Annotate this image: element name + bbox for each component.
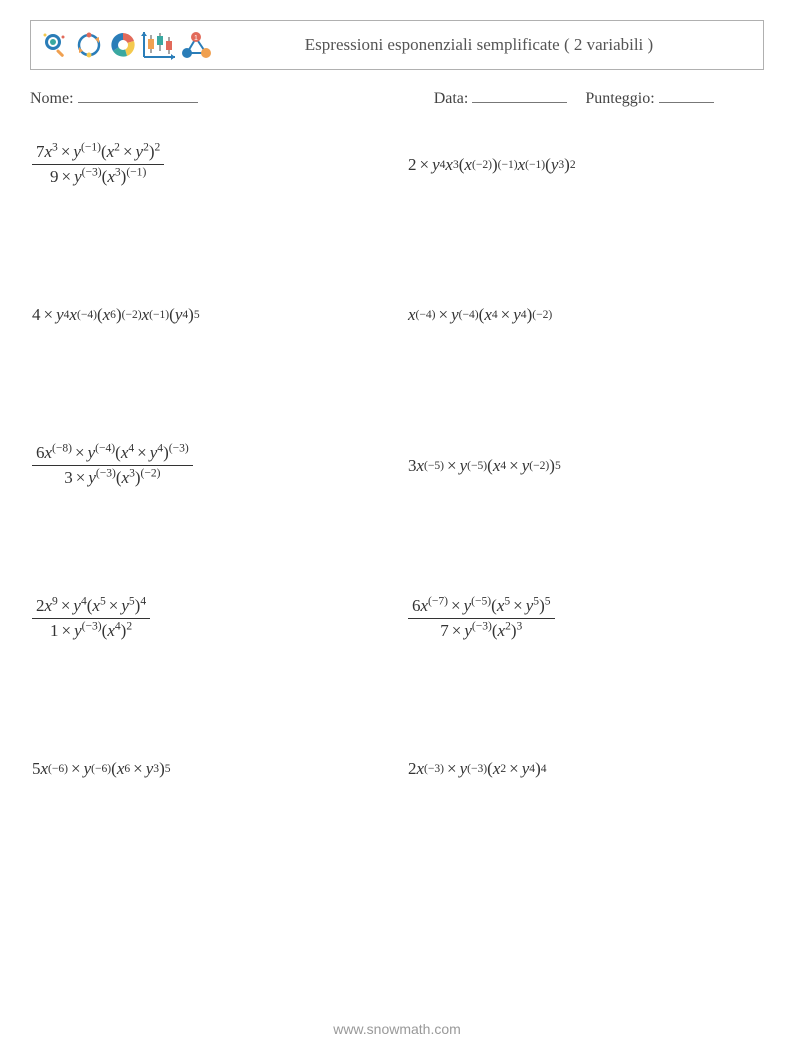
problem-7: 2x9×y4(x5×y5)41×y(−3)(x4)2 bbox=[32, 596, 388, 641]
network-icon: 1 bbox=[179, 29, 213, 61]
problem-1: 7x3×y(−1)(x2×y2)29×y(−3)(x3)(−1) bbox=[32, 142, 388, 187]
problem-4: x(−4)×y(−4)(x4×y4)(−2) bbox=[408, 295, 764, 335]
problem-3: 4×y4x(−4)(x6)(−2)x(−1)(y4)5 bbox=[32, 295, 388, 335]
worksheet-title: Espressioni esponenziali semplificate ( … bbox=[213, 34, 755, 55]
problems-grid: 7x3×y(−1)(x2×y2)29×y(−3)(x3)(−1) 2×y4x3(x… bbox=[30, 138, 764, 789]
candlestick-icon bbox=[141, 29, 177, 61]
score-blank[interactable] bbox=[659, 88, 714, 103]
problem-5: 6x(−8)×y(−4)(x4×y4)(−3)3×y(−3)(x3)(−2) bbox=[32, 443, 388, 488]
footer-url: www.snowmath.com bbox=[0, 1021, 794, 1037]
donut-chart-icon bbox=[107, 29, 139, 61]
worksheet-header: 1 Espressioni esponenziali semplificate … bbox=[30, 20, 764, 70]
name-blank[interactable] bbox=[78, 88, 198, 103]
problem-10: 2x(−3)×y(−3)(x2×y4)4 bbox=[408, 749, 764, 789]
svg-text:1: 1 bbox=[194, 35, 198, 42]
date-label: Data: bbox=[434, 90, 469, 107]
problem-8: 6x(−7)×y(−5)(x5×y5)57×y(−3)(x2)3 bbox=[408, 596, 764, 641]
score-label: Punteggio: bbox=[585, 90, 654, 107]
problem-9: 5x(−6)×y(−6)(x6×y3)5 bbox=[32, 749, 388, 789]
date-blank[interactable] bbox=[472, 88, 567, 103]
magnifier-icon bbox=[39, 29, 71, 61]
problem-6: 3x(−5)×y(−5)(x4×y(−2))5 bbox=[408, 443, 764, 488]
problem-2: 2×y4x3(x(−2))(−1)x(−1)(y3)2 bbox=[408, 142, 764, 187]
name-label: Nome: bbox=[30, 90, 74, 107]
cycle-icon bbox=[73, 29, 105, 61]
meta-row: Nome: Data: Punteggio: bbox=[30, 88, 764, 108]
logo-strip: 1 bbox=[39, 29, 213, 61]
